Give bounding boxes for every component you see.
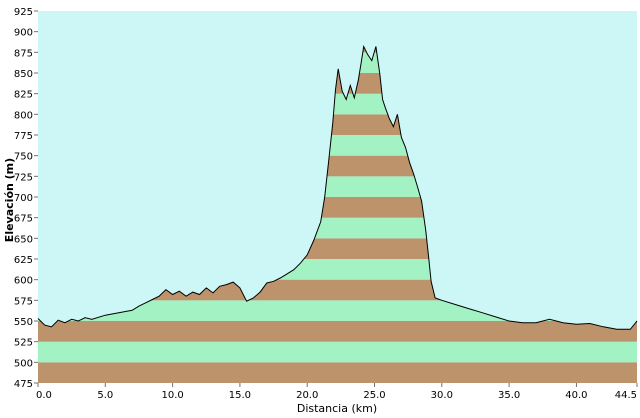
y-tick-label: 825 [14, 90, 33, 101]
y-tick-label: 575 [14, 296, 33, 307]
y-tick-label: 500 [14, 358, 33, 369]
elevation-band [38, 321, 637, 342]
x-tick-label: 25.0 [363, 390, 385, 401]
y-tick-label: 725 [14, 172, 33, 183]
x-tick-label: 5.0 [97, 390, 113, 401]
y-tick-label: 850 [14, 69, 33, 80]
y-tick-label: 900 [14, 28, 33, 39]
x-tick-label: 30.0 [431, 390, 453, 401]
y-tick-label: 800 [14, 110, 33, 121]
elevation-band [38, 362, 637, 383]
x-tick-label: 15.0 [229, 390, 251, 401]
y-axis-label: Elevación (m) [3, 158, 16, 242]
x-axis-label: Distancia (km) [297, 402, 377, 415]
elevation-band [38, 341, 637, 363]
y-tick-label: 675 [14, 214, 33, 225]
x-axis-ticks: 0.0 5.0 10.0 15.0 20.0 25.0 30.0 35.0 40.0 44.5 [36, 383, 638, 401]
x-tick-label: 20.0 [296, 390, 318, 401]
x-tick-label: 0.0 [36, 390, 52, 401]
y-tick-label: 650 [14, 234, 33, 245]
y-tick-label: 750 [14, 152, 33, 163]
x-tick-label: 44.5 [615, 390, 637, 401]
y-axis-ticks: 475 500 525 550 575 600 625 650 675 700 725 750 775 8… [14, 7, 38, 390]
y-tick-label: 475 [14, 379, 33, 390]
y-tick-label: 875 [14, 48, 33, 59]
y-tick-label: 600 [14, 276, 33, 287]
elevation-profile-line [37, 44, 638, 330]
y-tick-label: 550 [14, 317, 33, 328]
y-tick-label: 625 [14, 255, 33, 266]
y-tick-label: 775 [14, 131, 33, 142]
x-tick-label: 10.0 [161, 390, 183, 401]
y-tick-label: 700 [14, 193, 33, 204]
y-tick-label: 525 [14, 338, 33, 349]
x-tick-label: 40.0 [565, 390, 587, 401]
y-tick-label: 925 [14, 7, 33, 18]
x-tick-label: 35.0 [498, 390, 520, 401]
